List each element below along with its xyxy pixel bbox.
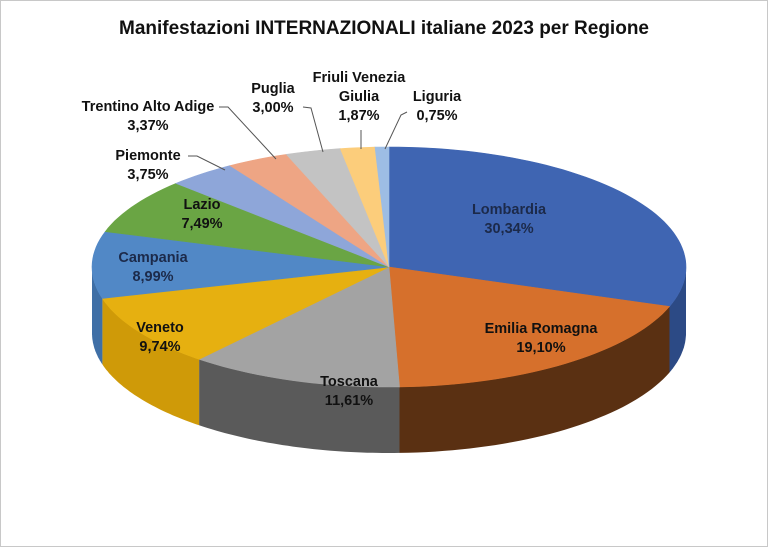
- data-label-trentino-alto-adige: Trentino Alto Adige 3,37%: [82, 98, 215, 136]
- chart-title: Manifestazioni INTERNAZIONALI italiane 2…: [119, 18, 649, 39]
- label-value: 30,34%: [484, 221, 534, 237]
- data-label-liguria: Liguria 0,75%: [413, 88, 461, 126]
- data-label-piemonte: Piemonte 3,75%: [115, 147, 180, 185]
- label-category: Piemonte: [115, 148, 181, 164]
- label-value: 8,99%: [132, 269, 174, 285]
- label-category: Liguria: [412, 89, 462, 105]
- pie-slice-trentino-alto-adige: [229, 154, 390, 268]
- label-category: Friuli Venezia: [312, 70, 406, 86]
- label-category: Trentino Alto Adige: [81, 99, 215, 115]
- pie-side-emilia-romagna: [399, 306, 670, 453]
- label-category: Emilia Romagna: [484, 321, 598, 337]
- label-category: Veneto: [136, 320, 184, 336]
- pie-slice-campania: [91, 231, 390, 299]
- pie-top-faces: [91, 146, 687, 388]
- leader-lines: [188, 106, 408, 171]
- label-category: Lazio: [183, 197, 221, 213]
- data-label-lazio: Lazio 7,49%: [181, 196, 222, 234]
- data-label-campania: Campania 8,99%: [118, 249, 187, 287]
- pie-side-walls: [92, 267, 686, 453]
- label-value: 9,74%: [139, 339, 181, 355]
- label-category: Campania: [118, 250, 188, 266]
- leader-line-liguria: [384, 111, 408, 150]
- data-label-lombardia: Lombardia 30,34%: [472, 201, 546, 239]
- label-value: 3,00%: [252, 100, 294, 116]
- pie-slice-lombardia: [388, 146, 687, 307]
- label-category: Puglia: [251, 81, 295, 97]
- leader-line-piemonte: [188, 155, 226, 171]
- leader-line-trentino-alto-adige: [219, 106, 277, 160]
- leader-line-puglia: [302, 106, 324, 153]
- label-category: Toscana: [320, 374, 378, 390]
- label-category: Lombardia: [471, 202, 547, 218]
- label-value: 1,87%: [338, 108, 380, 124]
- data-label-emilia-romagna: Emilia Romagna 19,10%: [485, 320, 598, 358]
- pie-slice-toscana: [198, 266, 400, 388]
- pie-slice-emilia-romagna: [388, 266, 671, 388]
- pie-side-campania: [92, 267, 103, 365]
- data-label-puglia: Puglia 3,00%: [251, 80, 295, 118]
- label-value: 7,49%: [181, 216, 223, 232]
- pie-side-lombardia: [669, 267, 686, 373]
- pie-slice-lazio: [104, 183, 390, 268]
- data-label-toscana: Toscana 11,61%: [320, 373, 378, 411]
- pie-side-veneto: [102, 298, 200, 426]
- pie-slice-liguria: [374, 146, 390, 268]
- data-label-veneto: Veneto 9,74%: [136, 319, 184, 357]
- label-value: Giulia: [338, 89, 380, 105]
- pie-side-toscana: [199, 359, 400, 453]
- label-value: 3,75%: [127, 167, 169, 183]
- pie-slice-veneto: [101, 266, 390, 360]
- label-value: 0,75%: [416, 108, 458, 124]
- label-value: 11,61%: [324, 393, 374, 409]
- data-label-friuli-venezia-giulia: Friuli Venezia Giulia 1,87%: [313, 69, 406, 126]
- pie-slice-puglia: [285, 148, 390, 268]
- label-value: 3,37%: [127, 118, 169, 134]
- label-value: 19,10%: [516, 340, 566, 356]
- pie-slice-piemonte: [175, 165, 390, 268]
